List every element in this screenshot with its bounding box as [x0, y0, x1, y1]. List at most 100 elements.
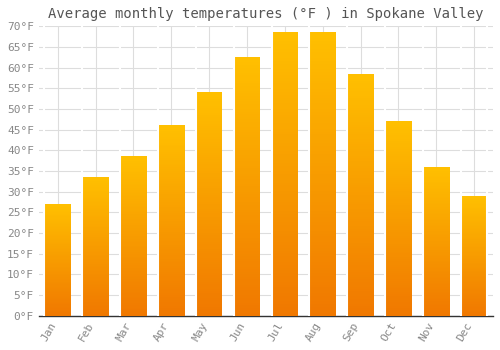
Bar — [310, 214, 336, 217]
Bar — [82, 313, 109, 314]
Bar — [423, 279, 450, 280]
Bar — [44, 310, 71, 311]
Bar — [423, 226, 450, 228]
Bar — [348, 122, 374, 125]
Bar — [196, 278, 222, 280]
Bar — [44, 311, 71, 312]
Bar — [234, 308, 260, 310]
Bar — [234, 117, 260, 119]
Bar — [461, 250, 487, 251]
Bar — [234, 171, 260, 174]
Bar — [82, 203, 109, 205]
Bar — [461, 260, 487, 262]
Bar — [120, 301, 146, 303]
Bar — [272, 174, 298, 177]
Bar — [44, 220, 71, 221]
Bar — [385, 261, 411, 263]
Bar — [82, 294, 109, 295]
Bar — [234, 233, 260, 236]
Bar — [385, 277, 411, 279]
Bar — [120, 298, 146, 300]
Bar — [158, 169, 184, 171]
Bar — [461, 276, 487, 277]
Bar — [196, 246, 222, 249]
Bar — [385, 283, 411, 285]
Bar — [158, 268, 184, 270]
Bar — [82, 273, 109, 274]
Bar — [82, 183, 109, 184]
Bar — [272, 211, 298, 214]
Bar — [310, 304, 336, 307]
Bar — [44, 209, 71, 210]
Bar — [461, 308, 487, 310]
Bar — [348, 88, 374, 91]
Bar — [82, 220, 109, 222]
Bar — [423, 293, 450, 295]
Bar — [272, 143, 298, 146]
Bar — [423, 191, 450, 192]
Bar — [158, 126, 184, 127]
Bar — [44, 239, 71, 240]
Bar — [120, 173, 146, 174]
Bar — [234, 150, 260, 153]
Bar — [310, 47, 336, 49]
Bar — [158, 186, 184, 188]
Bar — [461, 212, 487, 214]
Bar — [385, 220, 411, 222]
Bar — [196, 302, 222, 304]
Bar — [310, 132, 336, 134]
Bar — [196, 300, 222, 302]
Bar — [158, 139, 184, 141]
Bar — [44, 267, 71, 268]
Bar — [348, 168, 374, 170]
Bar — [196, 271, 222, 273]
Bar — [234, 112, 260, 114]
Bar — [461, 214, 487, 215]
Bar — [385, 253, 411, 256]
Bar — [423, 211, 450, 213]
Bar — [158, 281, 184, 284]
Bar — [461, 211, 487, 212]
Bar — [158, 285, 184, 287]
Bar — [158, 217, 184, 219]
Bar — [44, 222, 71, 223]
Bar — [120, 246, 146, 247]
Bar — [44, 288, 71, 289]
Bar — [196, 282, 222, 285]
Bar — [310, 239, 336, 242]
Bar — [82, 285, 109, 287]
Bar — [158, 251, 184, 253]
Bar — [423, 311, 450, 313]
Bar — [82, 291, 109, 292]
Bar — [158, 308, 184, 310]
Bar — [348, 192, 374, 195]
Bar — [234, 204, 260, 207]
Bar — [461, 229, 487, 231]
Bar — [158, 167, 184, 169]
Bar — [120, 289, 146, 290]
Bar — [310, 242, 336, 245]
Bar — [234, 70, 260, 73]
Bar — [272, 222, 298, 225]
Bar — [461, 216, 487, 217]
Bar — [158, 304, 184, 306]
Bar — [461, 225, 487, 226]
Bar — [196, 264, 222, 267]
Bar — [234, 101, 260, 104]
Bar — [120, 168, 146, 169]
Bar — [196, 106, 222, 108]
Bar — [196, 117, 222, 119]
Bar — [82, 215, 109, 216]
Bar — [461, 283, 487, 285]
Bar — [385, 275, 411, 277]
Bar — [158, 264, 184, 266]
Bar — [158, 278, 184, 280]
Bar — [158, 236, 184, 238]
Bar — [120, 199, 146, 201]
Bar — [348, 245, 374, 248]
Bar — [272, 120, 298, 123]
Bar — [385, 290, 411, 292]
Bar — [120, 234, 146, 236]
Bar — [310, 44, 336, 47]
Bar — [385, 230, 411, 232]
